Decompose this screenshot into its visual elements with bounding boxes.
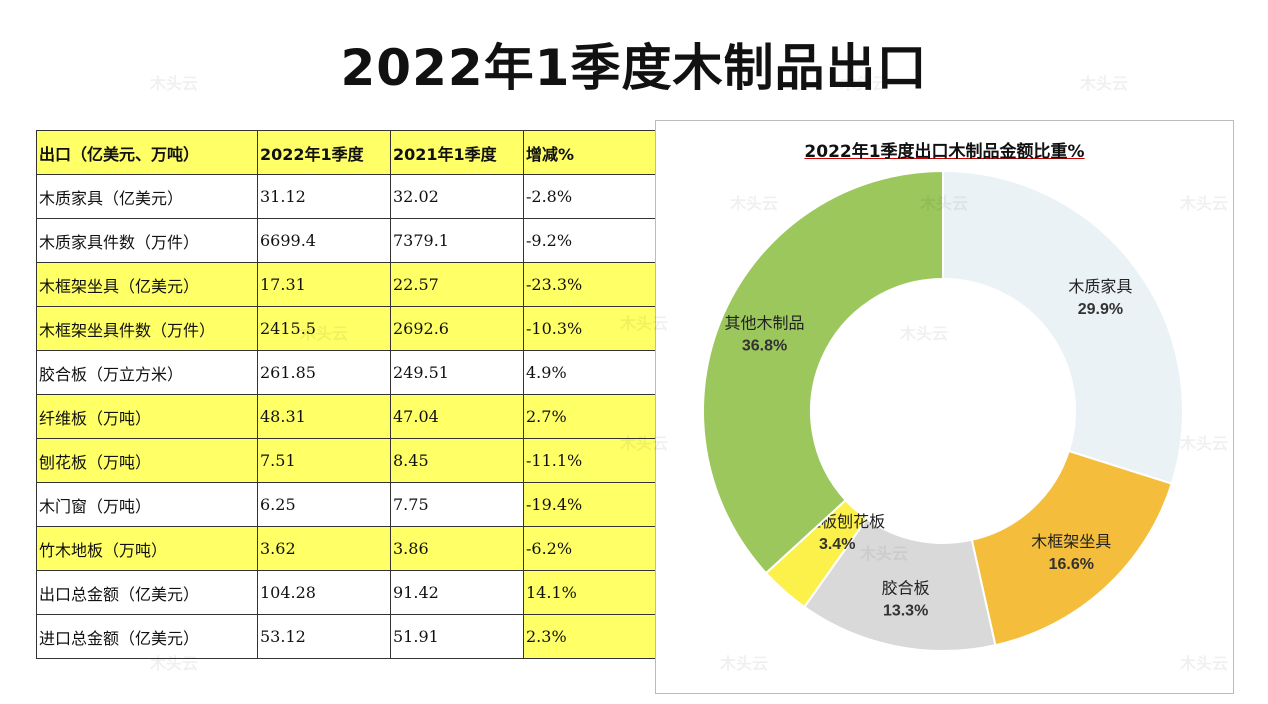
table-cell: 7.75 (390, 482, 524, 527)
table-cell: 2692.6 (390, 306, 524, 351)
table-cell: 48.31 (257, 394, 391, 439)
watermark: 木头云 (1180, 194, 1229, 213)
table-cell: 6699.4 (257, 218, 391, 263)
table-cell: -9.2% (523, 218, 657, 263)
table-cell: 32.02 (390, 174, 524, 219)
export-table: 出口（亿美元、万吨） 2022年1季度 2021年1季度 增减% 木质家具（亿美元） 31… (36, 130, 657, 659)
table-cell: 47.04 (390, 394, 524, 439)
table-cell: 104.28 (257, 570, 391, 615)
table-row: 进口总金额（亿美元） 53.12 51.91 2.3% (36, 614, 657, 659)
table-cell: 8.45 (390, 438, 524, 483)
slice-value-label: 29.9% (1078, 301, 1123, 318)
table-cell: -19.4% (523, 482, 657, 527)
slice-value-label: 13.3% (883, 602, 928, 619)
donut-slice (970, 449, 1173, 647)
watermark: 木头云 (300, 324, 349, 343)
table-row: 木质家具（亿美元） 31.12 32.02 -2.8% (36, 174, 657, 219)
table-cell: 17.31 (257, 262, 391, 307)
slice-category-label: 木框架坐具 (1031, 532, 1111, 551)
table-cell: 249.51 (390, 350, 524, 395)
watermark: 木头云 (730, 194, 779, 213)
row-label: 胶合板（万立方米） (36, 350, 258, 395)
row-label: 木质家具（亿美元） (36, 174, 258, 219)
table-cell: 7379.1 (390, 218, 524, 263)
table-cell: 6.25 (257, 482, 391, 527)
table-cell: 7.51 (257, 438, 391, 483)
table-header-row: 出口（亿美元、万吨） 2022年1季度 2021年1季度 增减% (36, 130, 657, 175)
page-title: 2022年1季度木制品出口 (340, 39, 928, 97)
column-header: 2022年1季度 (257, 130, 391, 175)
table-cell: -11.1% (523, 438, 657, 483)
watermark: 木头云 (920, 194, 969, 213)
row-label: 进口总金额（亿美元） (36, 614, 258, 659)
table-cell: 2.7% (523, 394, 657, 439)
table-row: 木框架坐具（亿美元） 17.31 22.57 -23.3% (36, 262, 657, 307)
table-cell: -10.3% (523, 306, 657, 351)
donut-chart: 木质家具29.9%木框架坐具16.6%胶合板13.3%纤维板刨花板3.4%其他木… (702, 169, 1184, 652)
table-cell: 3.62 (257, 526, 391, 571)
slice-category-label: 胶合板 (882, 578, 930, 597)
table-cell: 14.1% (523, 570, 657, 615)
donut-slice (942, 169, 1184, 485)
table-row: 木门窗（万吨） 6.25 7.75 -19.4% (36, 482, 657, 527)
table-cell: -6.2% (523, 526, 657, 571)
table-cell: -2.8% (523, 174, 657, 219)
table-cell: -23.3% (523, 262, 657, 307)
watermark: 木头云 (1080, 74, 1129, 93)
table-cell: 53.12 (257, 614, 391, 659)
watermark: 木头云 (1180, 434, 1229, 453)
row-label: 木质家具件数（万件） (36, 218, 258, 263)
table-row: 木质家具件数（万件） 6699.4 7379.1 -9.2% (36, 218, 657, 263)
table-cell: 91.42 (390, 570, 524, 615)
slice-category-label: 木质家具 (1068, 277, 1132, 296)
watermark: 木头云 (1180, 654, 1229, 673)
slice-value-label: 3.4% (819, 536, 855, 553)
watermark: 木头云 (620, 314, 669, 333)
table-row: 竹木地板（万吨） 3.62 3.86 -6.2% (36, 526, 657, 571)
donut-slice (702, 169, 944, 575)
slice-category-label: 其他木制品 (725, 313, 805, 332)
slice-value-label: 36.8% (742, 337, 787, 354)
row-label: 木框架坐具件数（万件） (36, 306, 258, 351)
watermark: 木头云 (900, 324, 949, 343)
row-label: 出口总金额（亿美元） (36, 570, 258, 615)
watermark: 木头云 (720, 654, 769, 673)
row-label: 木门窗（万吨） (36, 482, 258, 527)
watermark: 木头云 (150, 654, 199, 673)
row-label: 竹木地板（万吨） (36, 526, 258, 571)
table-cell: 51.91 (390, 614, 524, 659)
watermark: 木头云 (620, 434, 669, 453)
row-label: 刨花板（万吨） (36, 438, 258, 483)
row-label: 木框架坐具（亿美元） (36, 262, 258, 307)
table-cell: 2415.5 (257, 306, 391, 351)
watermark: 木头云 (100, 324, 149, 343)
table-row: 木框架坐具件数（万件） 2415.5 2692.6 -10.3% (36, 306, 657, 351)
table-cell: 261.85 (257, 350, 391, 395)
table-row: 刨花板（万吨） 7.51 8.45 -11.1% (36, 438, 657, 483)
chart-title: 2022年1季度出口木制品金额比重% (804, 142, 1085, 162)
table-row: 纤维板（万吨） 48.31 47.04 2.7% (36, 394, 657, 439)
table-cell: 2.3% (523, 614, 657, 659)
column-header: 2021年1季度 (390, 130, 524, 175)
table-row: 出口总金额（亿美元） 104.28 91.42 14.1% (36, 570, 657, 615)
table-cell: 4.9% (523, 350, 657, 395)
table-row: 胶合板（万立方米） 261.85 249.51 4.9% (36, 350, 657, 395)
watermark: 木头云 (150, 74, 199, 93)
column-header: 出口（亿美元、万吨） (36, 130, 258, 175)
row-label: 纤维板（万吨） (36, 394, 258, 439)
table-cell: 31.12 (257, 174, 391, 219)
column-header: 增减% (523, 130, 657, 175)
slice-value-label: 16.6% (1049, 556, 1094, 573)
watermark: 木头云 (860, 544, 909, 563)
table-cell: 22.57 (390, 262, 524, 307)
table-cell: 3.86 (390, 526, 524, 571)
watermark: 木头云 (840, 74, 889, 93)
chart-panel: 2022年1季度出口木制品金额比重% 木质家具 29.9% 木框架坐具 16.6% 胶合… (655, 120, 1234, 694)
